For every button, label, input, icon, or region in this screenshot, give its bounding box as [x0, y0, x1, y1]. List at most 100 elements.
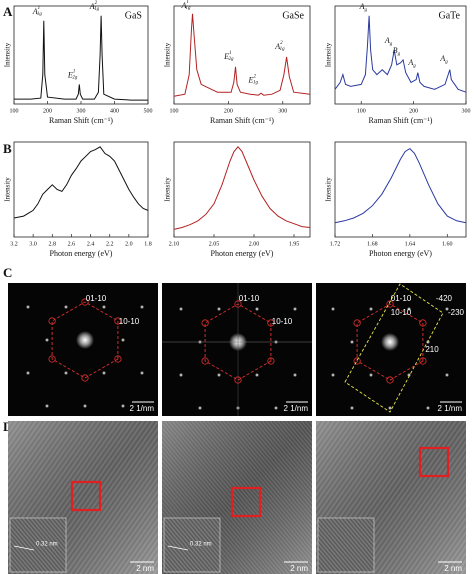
diffraction-spot: [293, 307, 297, 311]
indexed-spot: [353, 357, 361, 365]
diffraction-spot: [331, 373, 335, 377]
spectrum-line: [334, 15, 467, 93]
x-axis-label: Photon energy (eV): [50, 249, 113, 258]
x-tick-label: 2.2: [106, 241, 114, 247]
diffraction-spot: [102, 371, 106, 375]
spacing-marker: [13, 545, 35, 551]
peak-label-part: 2g: [72, 76, 78, 81]
diffraction-spot: [426, 406, 430, 410]
panel-label: A: [3, 4, 13, 19]
miller-index: -420: [436, 294, 453, 303]
spectrum-line: [173, 146, 311, 230]
diffraction-spot: [26, 305, 30, 309]
panel-label: D: [3, 419, 12, 434]
indexed-spot: [114, 355, 122, 363]
x-tick-label: 1.8: [144, 241, 152, 247]
diffraction-spot: [255, 307, 259, 311]
x-tick-label: 1.95: [289, 241, 300, 247]
peak-label: E1 2g: [223, 51, 234, 62]
peak-label-part: E: [223, 52, 229, 61]
peak-label-part: E: [248, 75, 254, 84]
x-axis-label: Raman Shift (cm⁻¹): [210, 116, 274, 125]
diffraction-spot: [26, 371, 30, 375]
y-axis-label: Intensity: [164, 177, 172, 202]
hrtem-image: 0.32 nm 2 nm: [162, 421, 312, 574]
diffraction-spot: [217, 373, 221, 377]
diffraction-background: [8, 283, 158, 416]
miller-index: 01-10: [239, 294, 260, 303]
x-tick-label: 2.4: [87, 241, 95, 247]
miller-index: 01-10: [86, 294, 107, 303]
peak-label-part: g: [365, 8, 368, 13]
peak-label-part: g: [445, 60, 448, 65]
x-tick-label: 3.2: [10, 241, 18, 247]
y-axis-label: Intensity: [164, 42, 172, 67]
diffraction-spot: [76, 331, 94, 349]
diffraction-spot: [140, 305, 144, 309]
peak-label-part: A: [274, 42, 280, 51]
peak-label: Ag: [439, 54, 448, 65]
plot-frame: [173, 141, 311, 238]
diffraction-image: 01-10 10-10 2 1/nm: [162, 283, 312, 416]
x-axis-label: Photon energy (eV): [211, 249, 274, 258]
indexed-spot: [48, 355, 56, 363]
diffraction-spot: [350, 340, 354, 344]
peak-label-part: A: [384, 36, 390, 45]
x-tick-label: 300: [278, 108, 287, 114]
peak-label-part: 1g: [253, 81, 259, 86]
selected-region: [418, 446, 450, 478]
plot-frame: [334, 141, 467, 238]
diffraction-spot: [369, 373, 373, 377]
indexed-spot: [234, 376, 242, 384]
x-tick-label: 200: [224, 108, 233, 114]
x-tick-label: 300: [77, 108, 86, 114]
miller-index: 10-10: [119, 317, 140, 326]
peak-label-part: 2: [95, 1, 98, 6]
peak-label: A1 1g: [32, 6, 43, 17]
hrtem-image: 2 nm: [316, 421, 466, 574]
peak-label: A2 1g: [274, 41, 285, 52]
x-tick-label: 100: [170, 108, 179, 114]
diffraction-spot: [179, 373, 183, 377]
diffraction-image: 01-10 10-10 2 1/nm: [8, 283, 158, 416]
diffraction-spot: [350, 406, 354, 410]
y-axis-label: Intensity: [4, 42, 12, 67]
peak-label-part: g: [413, 64, 416, 69]
plot-frame: [173, 5, 311, 105]
y-axis-label: Intensity: [4, 177, 12, 202]
diffraction-spot: [426, 340, 430, 344]
x-tick-label: 300: [462, 108, 471, 114]
diffraction-spot: [140, 371, 144, 375]
peak-label: A2 1g: [89, 1, 100, 12]
x-tick-label: 2.8: [49, 241, 57, 247]
plot-frame: [334, 5, 467, 105]
chart-title: GaTe: [438, 10, 460, 21]
peak-label-part: A: [359, 2, 365, 11]
indexed-spot: [81, 374, 89, 382]
y-axis-label: Intensity: [325, 177, 333, 202]
x-axis-label: Photon energy (eV): [369, 249, 432, 258]
diffraction-spot: [83, 404, 87, 408]
diffraction-spot: [64, 305, 68, 309]
peak-label-part: A: [89, 2, 95, 11]
peak-label-part: 1: [229, 51, 232, 56]
hrtem-image: 0.32 nm 2 nm: [8, 421, 158, 574]
diffraction-spot: [45, 338, 49, 342]
x-tick-label: 200: [409, 108, 418, 114]
peak-label-part: 2: [253, 75, 256, 80]
peak-label: E1 2g: [67, 70, 78, 81]
inset: [9, 517, 67, 573]
scale-label: 2 nm: [290, 564, 308, 573]
diffraction-spot: [274, 406, 278, 410]
diffraction-spot: [407, 373, 411, 377]
spectrum-line: [14, 15, 148, 101]
spacing-marker: [167, 545, 189, 551]
selected-region: [70, 480, 102, 512]
diffraction-spot: [121, 338, 125, 342]
diffraction-spot: [255, 373, 259, 377]
peak-label-part: 1g: [94, 7, 100, 12]
peak-label-part: 1: [186, 0, 188, 5]
indexed-spot: [386, 376, 394, 384]
indexed-spot: [81, 298, 89, 306]
